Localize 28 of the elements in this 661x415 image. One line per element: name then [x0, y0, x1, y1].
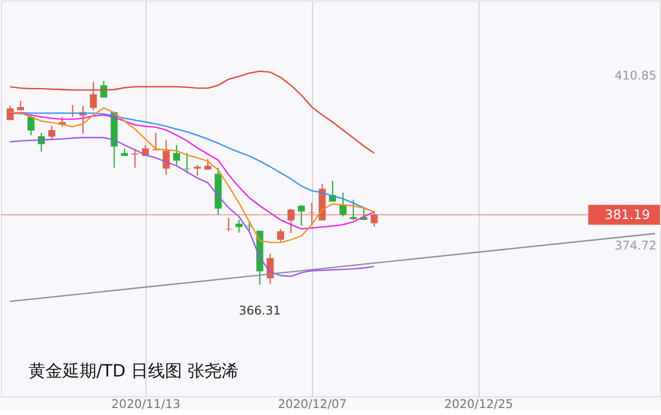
candlestick: [152, 132, 160, 151]
candlestick: [350, 199, 357, 221]
candlestick: [162, 139, 170, 176]
text: 黄金延期/TD 日线图 张尧浠: [28, 360, 238, 380]
ref-line-label: 381.19: [604, 208, 650, 223]
candlestick: [339, 192, 346, 218]
candlestick: [131, 148, 138, 168]
candlestick: [298, 204, 305, 226]
candlestick: [277, 228, 284, 242]
candlestick: [308, 202, 316, 226]
candlestick: [287, 208, 294, 234]
annotation: 366.31: [238, 304, 281, 318]
x-tick-label: 2020/12/25: [444, 396, 514, 411]
line-series: [9, 70, 375, 154]
candlestick: [27, 114, 34, 136]
y-tick-label: 374.72: [614, 238, 657, 253]
candlestick: [48, 125, 56, 140]
y-tick-label: 410.85: [614, 68, 657, 83]
candlestick: [225, 217, 232, 232]
candlestick: [370, 210, 378, 228]
candlestick: [173, 144, 180, 166]
candlestick: [235, 219, 242, 234]
candlestick: [17, 100, 24, 111]
x-tick-label: 2020/12/07: [278, 396, 347, 411]
candlestick: [90, 81, 97, 111]
line-series: [9, 136, 375, 278]
x-tick-label: 2020/11/13: [111, 396, 180, 411]
candlestick: [183, 152, 190, 174]
